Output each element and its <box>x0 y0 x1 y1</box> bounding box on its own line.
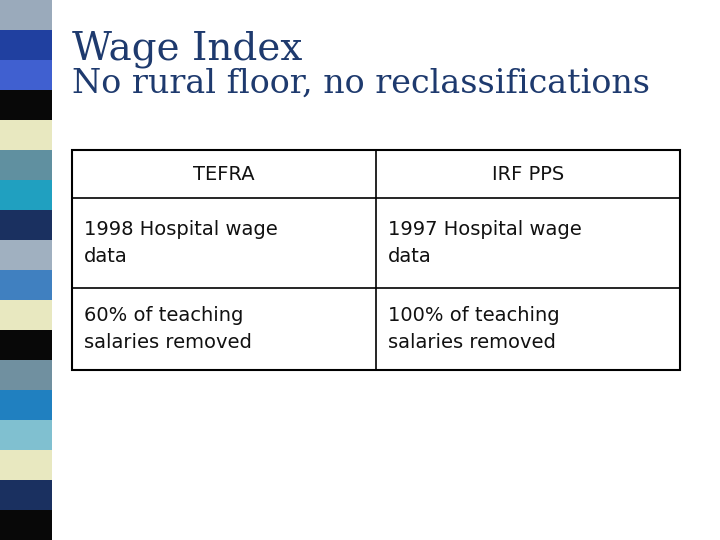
Bar <box>0 180 52 210</box>
Bar <box>0 60 52 90</box>
Text: TEFRA: TEFRA <box>193 165 255 184</box>
Text: 60% of teaching
salaries removed: 60% of teaching salaries removed <box>84 306 252 352</box>
Text: Wage Index: Wage Index <box>72 30 302 68</box>
Bar <box>0 360 52 390</box>
Text: No rural floor, no reclassifications: No rural floor, no reclassifications <box>72 68 650 100</box>
Bar <box>0 270 52 300</box>
Bar <box>0 300 52 330</box>
Bar <box>0 480 52 510</box>
Bar <box>0 420 52 450</box>
Bar <box>72 150 680 370</box>
Bar <box>0 150 52 180</box>
Bar <box>0 450 52 480</box>
Bar <box>0 240 52 270</box>
Text: 1998 Hospital wage
data: 1998 Hospital wage data <box>84 220 278 266</box>
Bar <box>0 510 52 540</box>
Bar <box>0 210 52 240</box>
Bar <box>0 90 52 120</box>
Text: 100% of teaching
salaries removed: 100% of teaching salaries removed <box>388 306 559 352</box>
Bar <box>0 120 52 150</box>
Text: IRF PPS: IRF PPS <box>492 165 564 184</box>
Text: 1997 Hospital wage
data: 1997 Hospital wage data <box>388 220 582 266</box>
Bar <box>0 30 52 60</box>
Bar <box>0 330 52 360</box>
Bar <box>0 390 52 420</box>
Bar <box>0 0 52 30</box>
